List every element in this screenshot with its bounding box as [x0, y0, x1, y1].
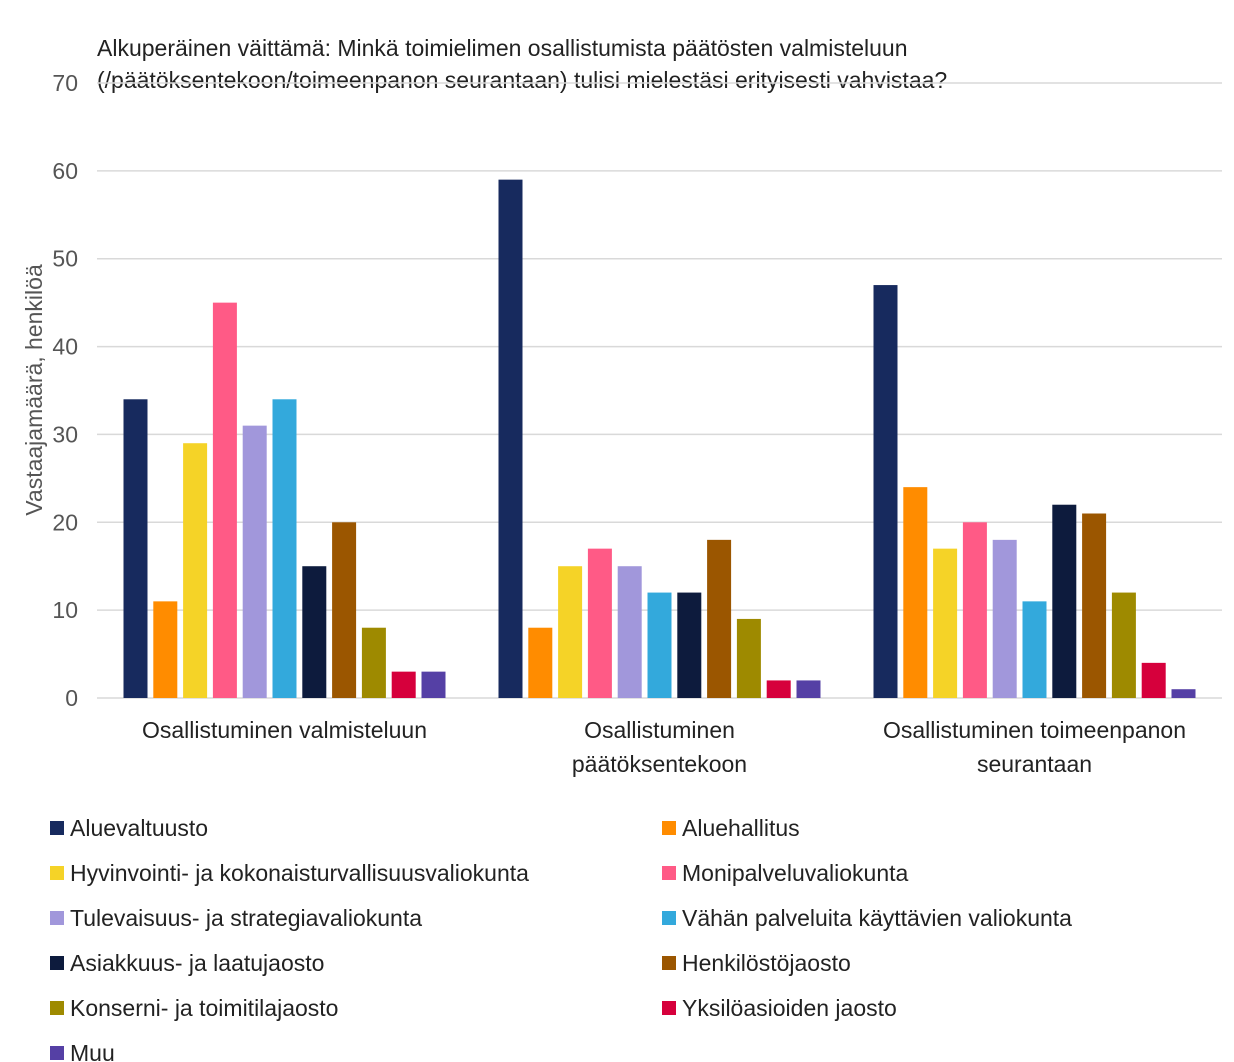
bar: [212, 302, 237, 698]
bar: [302, 566, 327, 698]
bar: [736, 618, 761, 698]
bar: [1111, 592, 1136, 698]
bar: [587, 548, 612, 698]
bar: [1141, 662, 1166, 698]
y-tick-label: 0: [65, 685, 78, 711]
legend-label: Vähän palveluita käyttävien valiokunta: [682, 905, 1072, 931]
y-tick-label: 70: [52, 70, 78, 96]
legend-label: Yksilöasioiden jaosto: [682, 995, 897, 1021]
bar: [617, 566, 642, 698]
y-tick-label: 30: [52, 421, 78, 447]
bar: [558, 566, 583, 698]
bar: [183, 443, 208, 698]
legend-swatch: [662, 956, 676, 970]
y-tick-label: 50: [52, 246, 78, 272]
bar: [647, 592, 672, 698]
bar: [1171, 689, 1196, 698]
y-tick-label: 40: [52, 334, 78, 360]
bar: [361, 627, 386, 698]
bar: [272, 399, 297, 698]
legend-label: Muu: [70, 1040, 115, 1062]
bar: [153, 601, 178, 698]
bar: [796, 680, 821, 698]
bar: [391, 671, 416, 698]
bar: [903, 487, 928, 698]
legend-label: Asiakkuus- ja laatujaosto: [70, 950, 324, 976]
legend-swatch: [50, 911, 64, 925]
legend-label: Konserni- ja toimitilajaosto: [70, 995, 338, 1021]
bar: [677, 592, 702, 698]
bar: [1022, 601, 1047, 698]
bar: [707, 539, 732, 698]
legend-swatch: [662, 1001, 676, 1015]
bar: [962, 522, 987, 698]
bar: [528, 627, 553, 698]
legend-label: Aluehallitus: [682, 815, 800, 841]
bar: [1052, 504, 1077, 698]
y-tick-label: 60: [52, 158, 78, 184]
legend-swatch: [662, 821, 676, 835]
legend-swatch: [50, 821, 64, 835]
bar: [1082, 513, 1107, 698]
legend-swatch: [50, 1046, 64, 1060]
legend-label: Hyvinvointi- ja kokonaisturvallisuusvali…: [70, 860, 529, 886]
x-tick-label: Osallistuminen toimeenpanon seurantaan: [883, 717, 1186, 777]
y-tick-label: 10: [52, 597, 78, 623]
bar: [332, 522, 357, 698]
x-tick-label: Osallistuminen valmisteluun: [142, 717, 427, 743]
bar: [873, 285, 898, 698]
legend-swatch: [662, 911, 676, 925]
chart-title: Alkuperäinen väittämä: Minkä toimielimen…: [97, 35, 947, 93]
bar: [933, 548, 958, 698]
bar: [242, 425, 267, 698]
legend-label: Monipalveluvaliokunta: [682, 860, 909, 886]
legend-swatch: [662, 866, 676, 880]
bar: [992, 539, 1017, 698]
legend-label: Aluevaltuusto: [70, 815, 208, 841]
bar: [421, 671, 446, 698]
bar: [766, 680, 791, 698]
y-tick-label: 20: [52, 509, 78, 535]
legend-swatch: [50, 1001, 64, 1015]
bar: [123, 399, 148, 698]
bar: [498, 179, 523, 699]
x-tick-label: Osallistuminen päätöksentekoon: [572, 717, 747, 777]
legend-label: Henkilöstöjaosto: [682, 950, 851, 976]
legend-swatch: [50, 866, 64, 880]
legend-swatch: [50, 956, 64, 970]
legend-label: Tulevaisuus- ja strategiavaliokunta: [70, 905, 422, 931]
y-axis-label: Vastaajamäärä, henkilöä: [21, 264, 47, 516]
